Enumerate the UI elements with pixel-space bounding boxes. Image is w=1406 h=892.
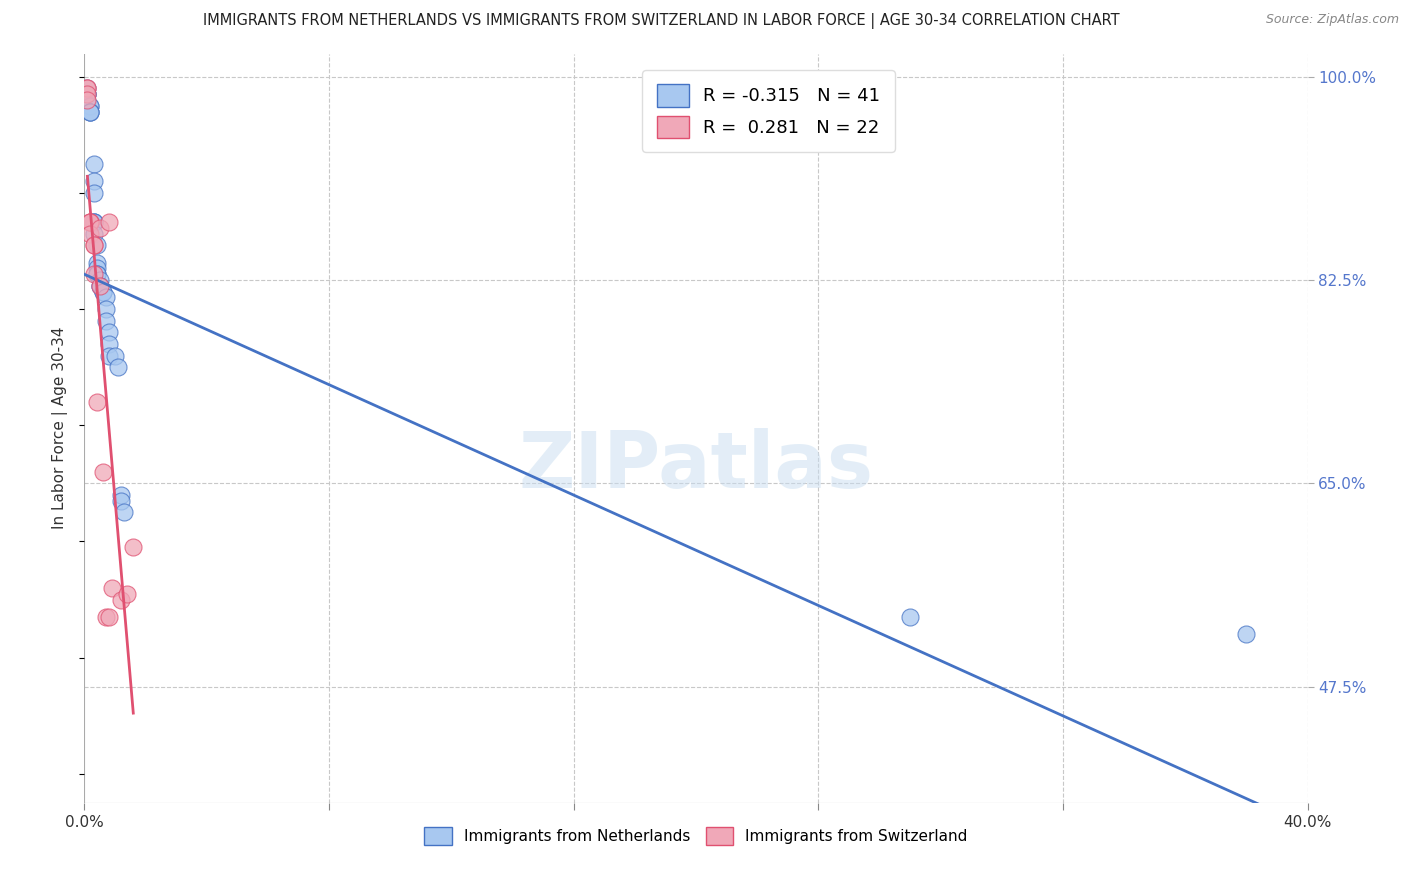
Point — [83, 238, 105, 252]
Point — [91, 465, 114, 479]
Point — [110, 592, 132, 607]
Point — [79, 99, 101, 113]
Point — [97, 337, 120, 351]
Point — [91, 285, 114, 299]
Point — [107, 360, 129, 375]
Point — [76, 81, 98, 95]
Point — [1236, 627, 1258, 641]
Point — [79, 104, 101, 119]
Point — [86, 395, 108, 409]
Point — [79, 215, 101, 229]
Point — [97, 610, 120, 624]
Point — [83, 238, 105, 252]
Point — [86, 267, 108, 281]
Point — [76, 87, 98, 102]
Point — [89, 278, 111, 293]
Point — [94, 290, 117, 304]
Point — [76, 87, 98, 102]
Point — [83, 215, 105, 229]
Point — [104, 349, 127, 363]
Point — [83, 186, 105, 200]
Point — [89, 278, 111, 293]
Point — [76, 81, 98, 95]
Point — [86, 255, 108, 269]
Point — [79, 104, 101, 119]
Point — [112, 505, 135, 519]
Point — [79, 215, 101, 229]
Point — [83, 227, 105, 241]
Point — [94, 610, 117, 624]
Point — [76, 87, 98, 102]
Point — [101, 581, 124, 595]
Point — [122, 540, 145, 554]
Point — [89, 278, 111, 293]
Point — [83, 174, 105, 188]
Point — [110, 493, 132, 508]
Text: Source: ZipAtlas.com: Source: ZipAtlas.com — [1265, 13, 1399, 27]
Point — [898, 610, 921, 624]
Point — [79, 99, 101, 113]
Point — [97, 326, 120, 340]
Point — [76, 93, 98, 107]
Point — [79, 104, 101, 119]
Point — [83, 215, 105, 229]
Point — [97, 215, 120, 229]
Point — [110, 488, 132, 502]
Point — [94, 314, 117, 328]
Point — [115, 587, 138, 601]
Legend: Immigrants from Netherlands, Immigrants from Switzerland: Immigrants from Netherlands, Immigrants … — [418, 821, 974, 851]
Point — [86, 267, 108, 281]
Y-axis label: In Labor Force | Age 30-34: In Labor Force | Age 30-34 — [52, 326, 69, 530]
Point — [89, 273, 111, 287]
Text: IMMIGRANTS FROM NETHERLANDS VS IMMIGRANTS FROM SWITZERLAND IN LABOR FORCE | AGE : IMMIGRANTS FROM NETHERLANDS VS IMMIGRANT… — [202, 13, 1119, 29]
Point — [83, 157, 105, 171]
Point — [86, 238, 108, 252]
Point — [83, 215, 105, 229]
Point — [94, 302, 117, 317]
Point — [89, 220, 111, 235]
Point — [76, 81, 98, 95]
Point — [86, 261, 108, 276]
Text: ZIPatlas: ZIPatlas — [519, 427, 873, 504]
Point — [91, 285, 114, 299]
Point — [76, 87, 98, 102]
Point — [79, 215, 101, 229]
Point — [97, 349, 120, 363]
Point — [83, 267, 105, 281]
Point — [79, 227, 101, 241]
